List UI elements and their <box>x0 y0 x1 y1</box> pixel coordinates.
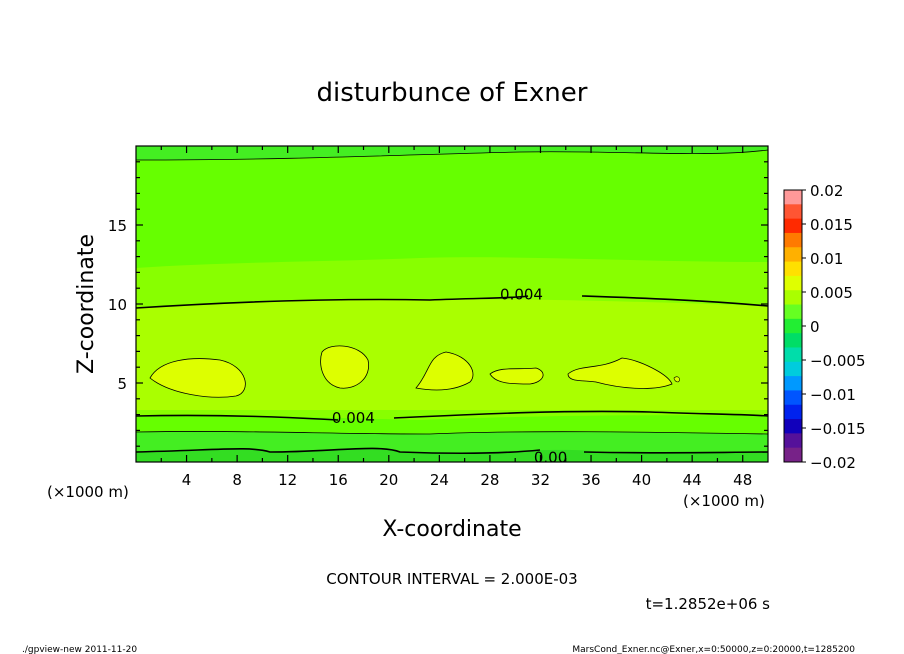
contour-0.000-b <box>583 451 768 454</box>
x-axis-label: X-coordinate <box>382 517 521 542</box>
blob-2 <box>320 345 369 389</box>
blob-6 <box>673 376 680 383</box>
contour-label: 0.004 <box>332 409 375 427</box>
colorbar-label: 0.01 <box>810 250 843 268</box>
colorbar <box>784 190 802 463</box>
footer-left: ./gpview-new 2011-11-20 <box>22 645 137 654</box>
colorbar-swatch <box>784 347 802 363</box>
contour-0.004-lower-a <box>136 414 339 421</box>
contour-label: 0.00 <box>534 448 567 466</box>
y-tick-label: 5 <box>117 375 127 393</box>
contour-0.000-a <box>136 447 541 455</box>
contour-interval: CONTOUR INTERVAL = 2.000E-03 <box>326 570 577 588</box>
x-tick-label: 8 <box>232 471 242 489</box>
y-tick-label: 10 <box>108 296 127 314</box>
chart-title: disturbunce of Exner <box>317 78 588 108</box>
colorbar-label: −0.005 <box>810 352 866 370</box>
colorbar-label: −0.01 <box>810 386 856 404</box>
colorbar-label: −0.02 <box>810 454 856 472</box>
y-tick-label: 15 <box>108 217 127 235</box>
x-tick-label: 4 <box>182 471 192 489</box>
contour-0.004-lower-b <box>393 410 768 419</box>
colorbar-label: 0.015 <box>810 216 853 234</box>
x-tick-label: 16 <box>329 471 348 489</box>
contour-plot-area: 0.004 0.004 0.00 <box>136 146 768 466</box>
colorbar-label: 0.02 <box>810 182 843 200</box>
contour-line-lower <box>136 431 768 435</box>
colorbar-swatch <box>784 275 802 291</box>
colorbar-swatch <box>784 232 802 248</box>
x-tick-label: 28 <box>480 471 499 489</box>
contour-0.004-upper-b <box>581 295 768 307</box>
colorbar-label: 0 <box>810 318 820 336</box>
x-unit-left: (×1000 m) <box>47 483 129 501</box>
colorbar-swatch <box>784 190 802 205</box>
colorbar-label: 0.005 <box>810 284 853 302</box>
x-tick-label: 12 <box>278 471 297 489</box>
colorbar-swatch <box>784 204 802 220</box>
colorbar-swatch <box>784 218 802 234</box>
colorbar-swatch <box>784 304 802 320</box>
x-tick-label: 24 <box>430 471 449 489</box>
band-top <box>136 146 768 160</box>
colorbar-swatch <box>784 447 802 463</box>
colorbar-swatch <box>784 404 802 420</box>
y-axis-label: Z-coordinate <box>74 234 99 374</box>
colorbar-swatch <box>784 390 802 406</box>
colorbar-labels: 0.02 0.015 0.01 0.005 0 −0.005 −0.01 −0.015 −0.0… <box>802 182 866 472</box>
x-tick-label: 40 <box>632 471 651 489</box>
colorbar-swatch <box>784 290 802 306</box>
x-tick-label: 20 <box>379 471 398 489</box>
blob-3 <box>415 351 474 391</box>
colorbar-swatch <box>784 419 802 434</box>
colorbar-swatch <box>784 318 802 334</box>
blob-5 <box>567 357 673 389</box>
colorbar-swatch <box>784 376 802 391</box>
contour-0.004-upper-a <box>136 295 529 309</box>
contour-line-top <box>136 149 768 161</box>
x-tick-label: 36 <box>581 471 600 489</box>
time-label: t=1.2852e+06 s <box>646 595 771 613</box>
blob-1 <box>149 358 246 398</box>
x-tick-label: 32 <box>531 471 550 489</box>
colorbar-swatch <box>784 333 802 348</box>
colorbar-swatch <box>784 361 802 377</box>
colorbar-swatch <box>784 261 802 277</box>
y-axis: 5 10 15 <box>108 161 768 447</box>
contour-label: 0.004 <box>500 286 543 304</box>
footer-right: MarsCond_Exner.nc@Exner,x=0:50000,z=0:20… <box>572 645 855 654</box>
x-tick-label: 44 <box>683 471 702 489</box>
x-axis: 4 8 12 16 20 24 28 32 36 40 44 48 <box>160 146 752 489</box>
colorbar-swatch <box>784 247 802 263</box>
x-unit-right: (×1000 m) <box>683 492 765 510</box>
colorbar-label: −0.015 <box>810 420 866 438</box>
x-tick-label: 48 <box>733 471 752 489</box>
colorbar-swatch <box>784 433 802 449</box>
blob-4 <box>489 367 544 385</box>
